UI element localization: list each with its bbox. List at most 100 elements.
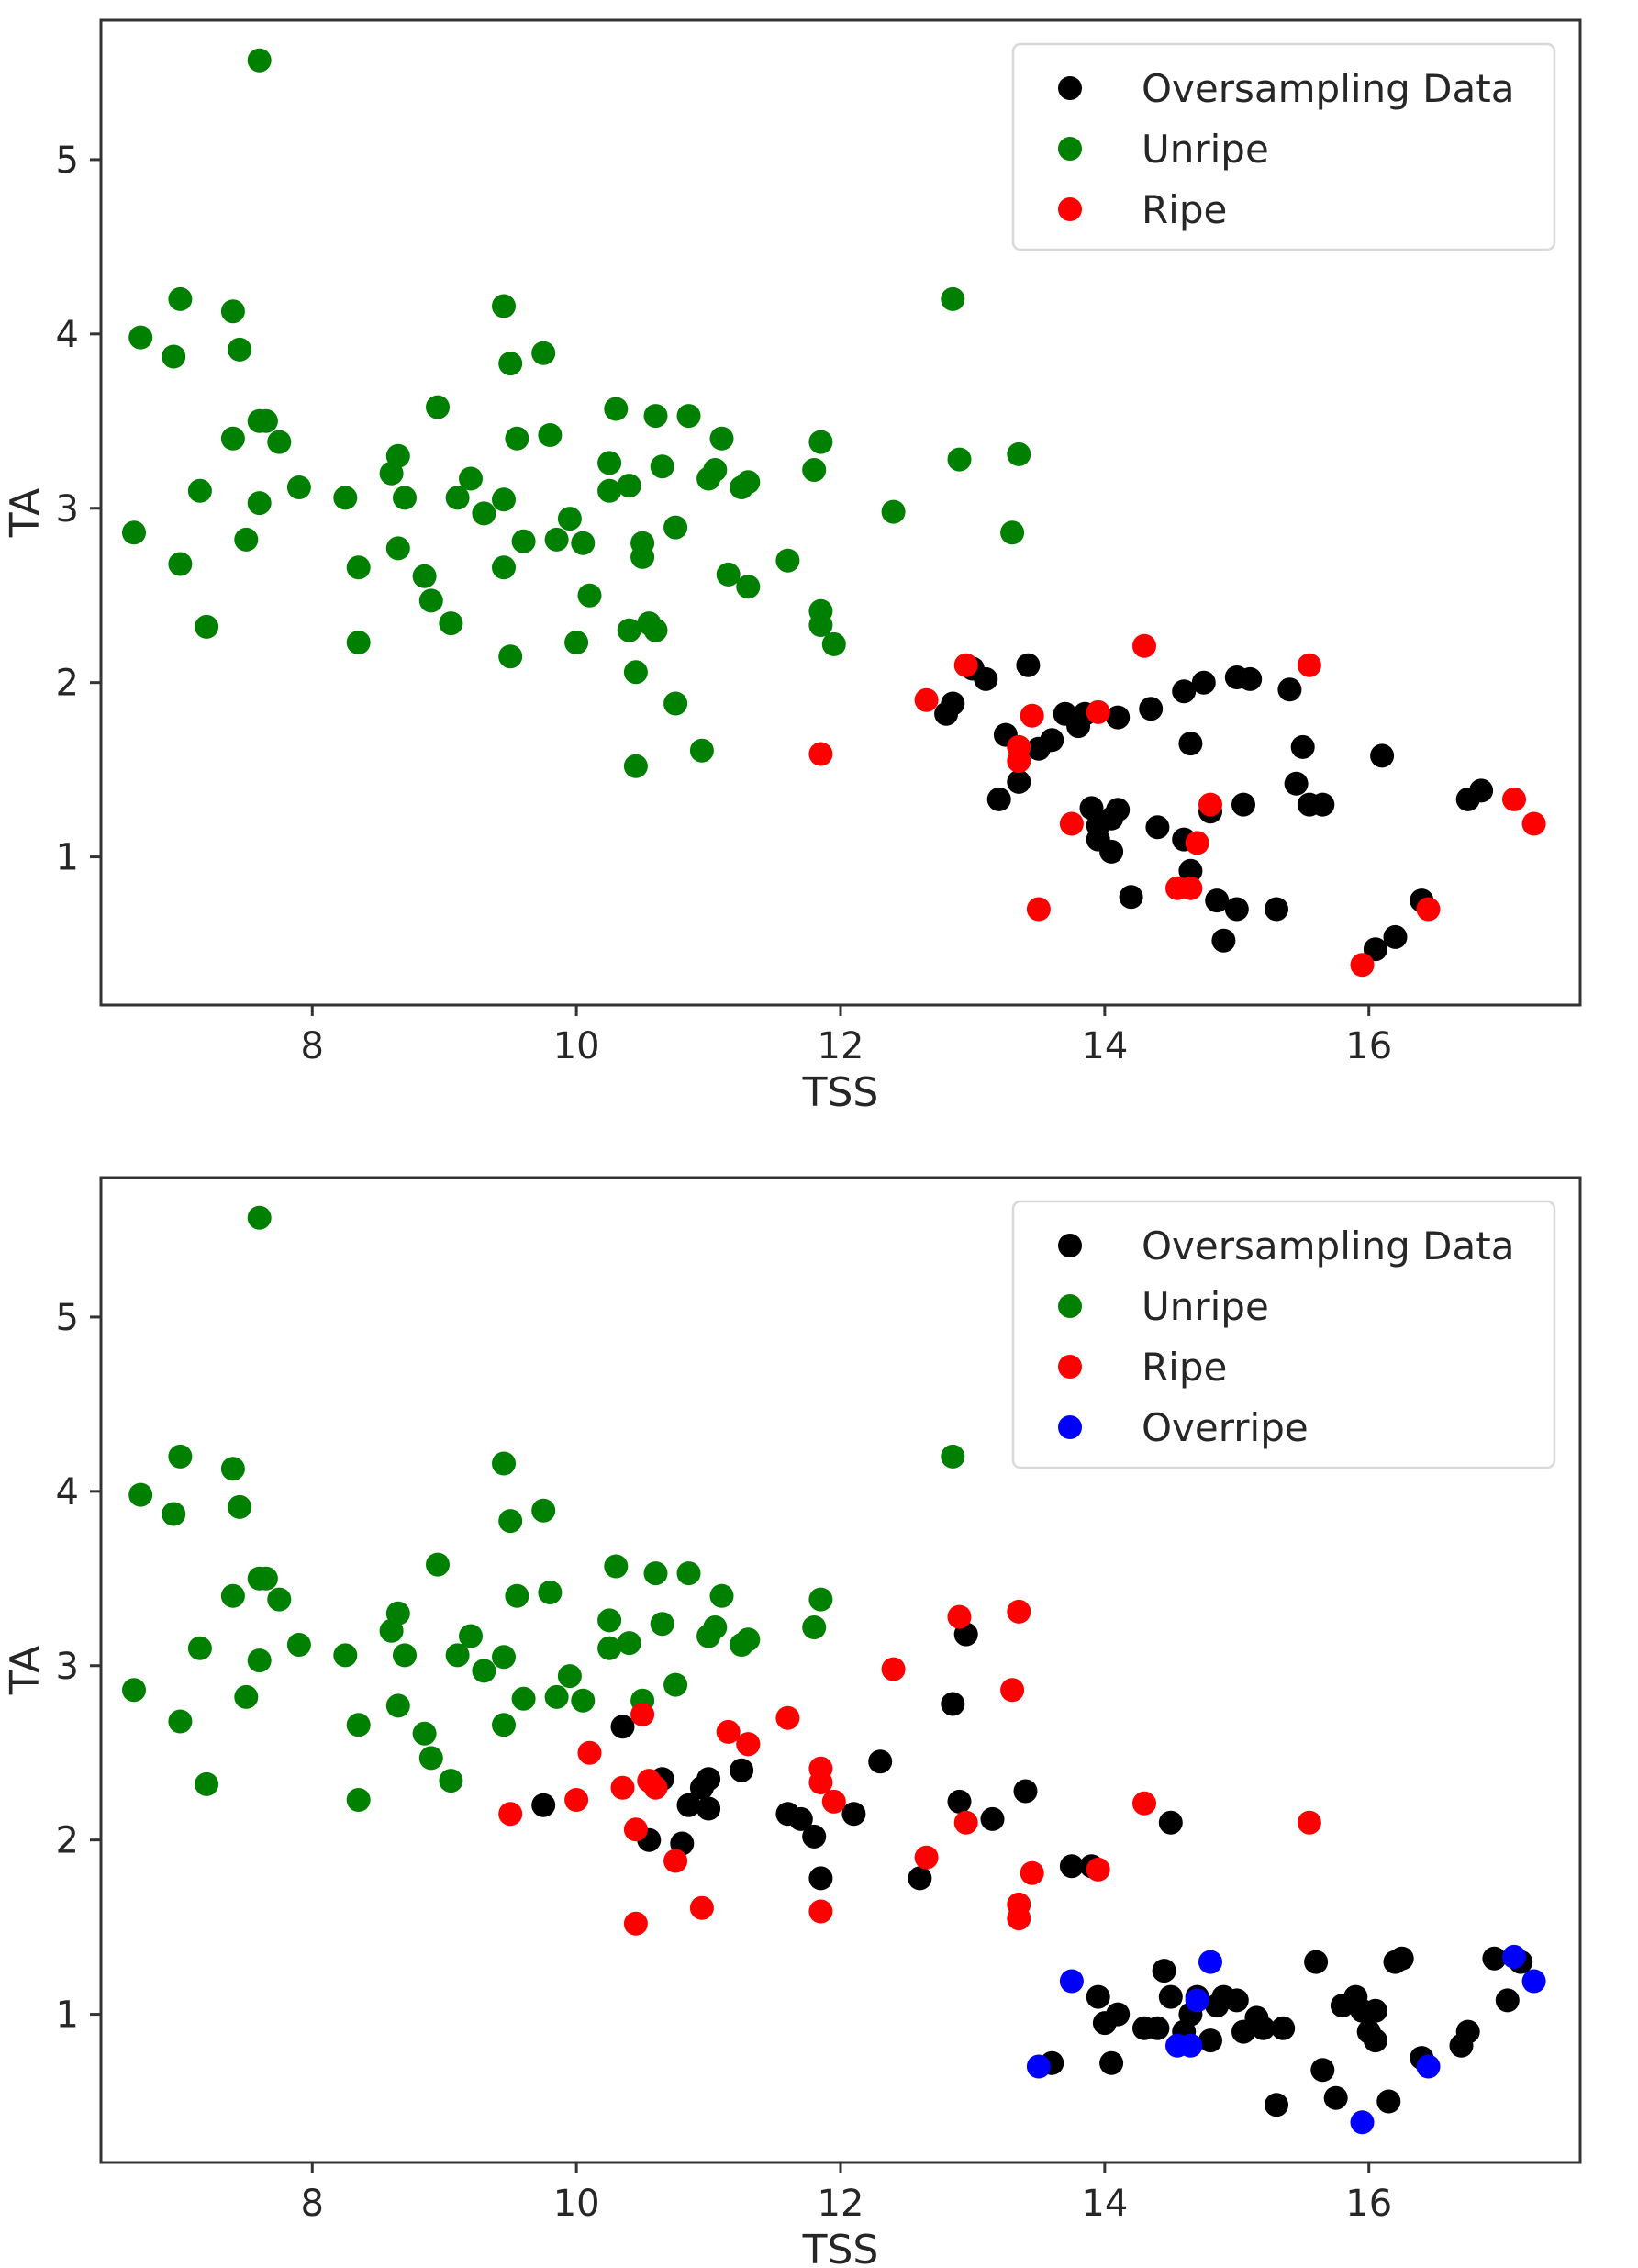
point-oversampling-data bbox=[1211, 928, 1236, 953]
point-ripe bbox=[630, 1702, 655, 1726]
y-tick-label: 3 bbox=[56, 1646, 79, 1688]
point-oversampling-data bbox=[1310, 792, 1335, 817]
point-unripe bbox=[709, 426, 734, 451]
point-unripe bbox=[439, 611, 463, 636]
point-unripe bbox=[630, 531, 655, 555]
point-unripe bbox=[617, 618, 641, 642]
point-oversampling-data bbox=[1363, 2028, 1387, 2053]
point-unripe bbox=[418, 588, 443, 613]
point-unripe bbox=[492, 1713, 516, 1737]
point-ripe bbox=[1297, 653, 1321, 677]
point-oversampling-data bbox=[947, 1789, 972, 1814]
point-unripe bbox=[253, 1566, 278, 1591]
point-unripe bbox=[947, 447, 972, 472]
point-unripe bbox=[1007, 441, 1031, 466]
point-oversampling-data bbox=[986, 787, 1011, 811]
legend-label: Ripe bbox=[1142, 1345, 1227, 1390]
point-unripe bbox=[333, 1643, 358, 1668]
point-oversampling-data bbox=[1106, 798, 1131, 822]
point-unripe bbox=[577, 583, 602, 608]
point-oversampling-data bbox=[1290, 734, 1315, 759]
point-unripe bbox=[498, 644, 523, 669]
point-unripe bbox=[650, 454, 674, 479]
point-ripe bbox=[808, 742, 833, 766]
point-oversampling-data bbox=[1007, 769, 1031, 794]
point-unripe bbox=[267, 1587, 292, 1612]
point-ripe bbox=[1132, 1791, 1156, 1816]
point-overripe bbox=[1178, 2033, 1203, 2058]
point-ripe bbox=[914, 687, 939, 712]
point-unripe bbox=[220, 426, 245, 451]
point-unripe bbox=[802, 1615, 827, 1639]
point-oversampling-data bbox=[1238, 666, 1263, 691]
point-unripe bbox=[643, 404, 668, 429]
point-unripe bbox=[220, 299, 245, 324]
point-unripe bbox=[253, 408, 278, 433]
point-unripe bbox=[412, 1721, 437, 1746]
point-oversampling-data bbox=[1106, 2002, 1131, 2027]
point-unripe bbox=[544, 1684, 569, 1709]
point-unripe bbox=[538, 1581, 563, 1604]
point-oversampling-data bbox=[1178, 858, 1203, 883]
point-oversampling-data bbox=[1191, 670, 1216, 695]
point-unripe bbox=[195, 1771, 219, 1796]
point-ripe bbox=[689, 1895, 714, 1920]
point-ripe bbox=[1007, 1906, 1031, 1931]
point-unripe bbox=[168, 286, 193, 311]
point-oversampling-data bbox=[1145, 815, 1170, 840]
point-unripe bbox=[492, 294, 516, 318]
point-unripe bbox=[808, 613, 833, 637]
point-unripe bbox=[1000, 520, 1025, 545]
point-oversampling-data bbox=[1265, 2093, 1288, 2117]
point-oversampling-data bbox=[730, 1758, 754, 1782]
point-oversampling-data bbox=[941, 691, 965, 716]
point-ripe bbox=[1020, 703, 1044, 728]
point-oversampling-data bbox=[1178, 732, 1203, 756]
point-oversampling-data bbox=[1310, 2058, 1335, 2083]
legend-marker bbox=[1058, 197, 1082, 221]
y-tick-label: 2 bbox=[56, 663, 79, 705]
point-oversampling-data bbox=[808, 1866, 833, 1891]
point-oversampling-data bbox=[1482, 1946, 1507, 1971]
point-unripe bbox=[511, 1686, 536, 1711]
point-unripe bbox=[333, 486, 358, 510]
point-oversampling-data bbox=[1040, 728, 1064, 753]
point-overripe bbox=[1521, 1969, 1546, 1994]
x-axis-label: TSS bbox=[802, 2227, 879, 2268]
point-unripe bbox=[267, 430, 292, 454]
point-unripe bbox=[604, 397, 629, 421]
y-tick-label: 5 bbox=[56, 1297, 79, 1339]
point-ripe bbox=[1007, 749, 1031, 774]
point-oversampling-data bbox=[1495, 1988, 1520, 2013]
point-unripe bbox=[426, 1552, 450, 1577]
point-unripe bbox=[617, 474, 641, 498]
point-unripe bbox=[220, 1457, 245, 1481]
legend-marker bbox=[1058, 1234, 1082, 1257]
x-tick-label: 8 bbox=[301, 1025, 324, 1067]
point-ripe bbox=[1086, 1857, 1110, 1882]
point-oversampling-data bbox=[1376, 2089, 1401, 2114]
point-oversampling-data bbox=[1251, 2016, 1276, 2040]
point-oversampling-data bbox=[1224, 897, 1249, 922]
point-unripe bbox=[385, 536, 410, 561]
legend-label: Unripe bbox=[1142, 127, 1269, 172]
y-tick-label: 4 bbox=[56, 314, 79, 356]
point-unripe bbox=[228, 337, 252, 362]
point-unripe bbox=[385, 1601, 410, 1626]
point-unripe bbox=[571, 1688, 596, 1713]
point-unripe bbox=[168, 1444, 193, 1469]
x-tick-label: 8 bbox=[301, 2183, 324, 2225]
point-ripe bbox=[716, 1719, 741, 1744]
x-tick-label: 14 bbox=[1081, 2183, 1128, 2225]
point-ripe bbox=[1178, 876, 1203, 900]
point-ripe bbox=[953, 1810, 978, 1835]
point-unripe bbox=[393, 1643, 417, 1668]
point-unripe bbox=[643, 1561, 668, 1586]
y-tick-label: 1 bbox=[56, 1994, 79, 2037]
point-ripe bbox=[821, 1789, 846, 1814]
point-oversampling-data bbox=[1172, 679, 1197, 704]
point-unripe bbox=[650, 1612, 674, 1637]
point-unripe bbox=[459, 466, 483, 491]
